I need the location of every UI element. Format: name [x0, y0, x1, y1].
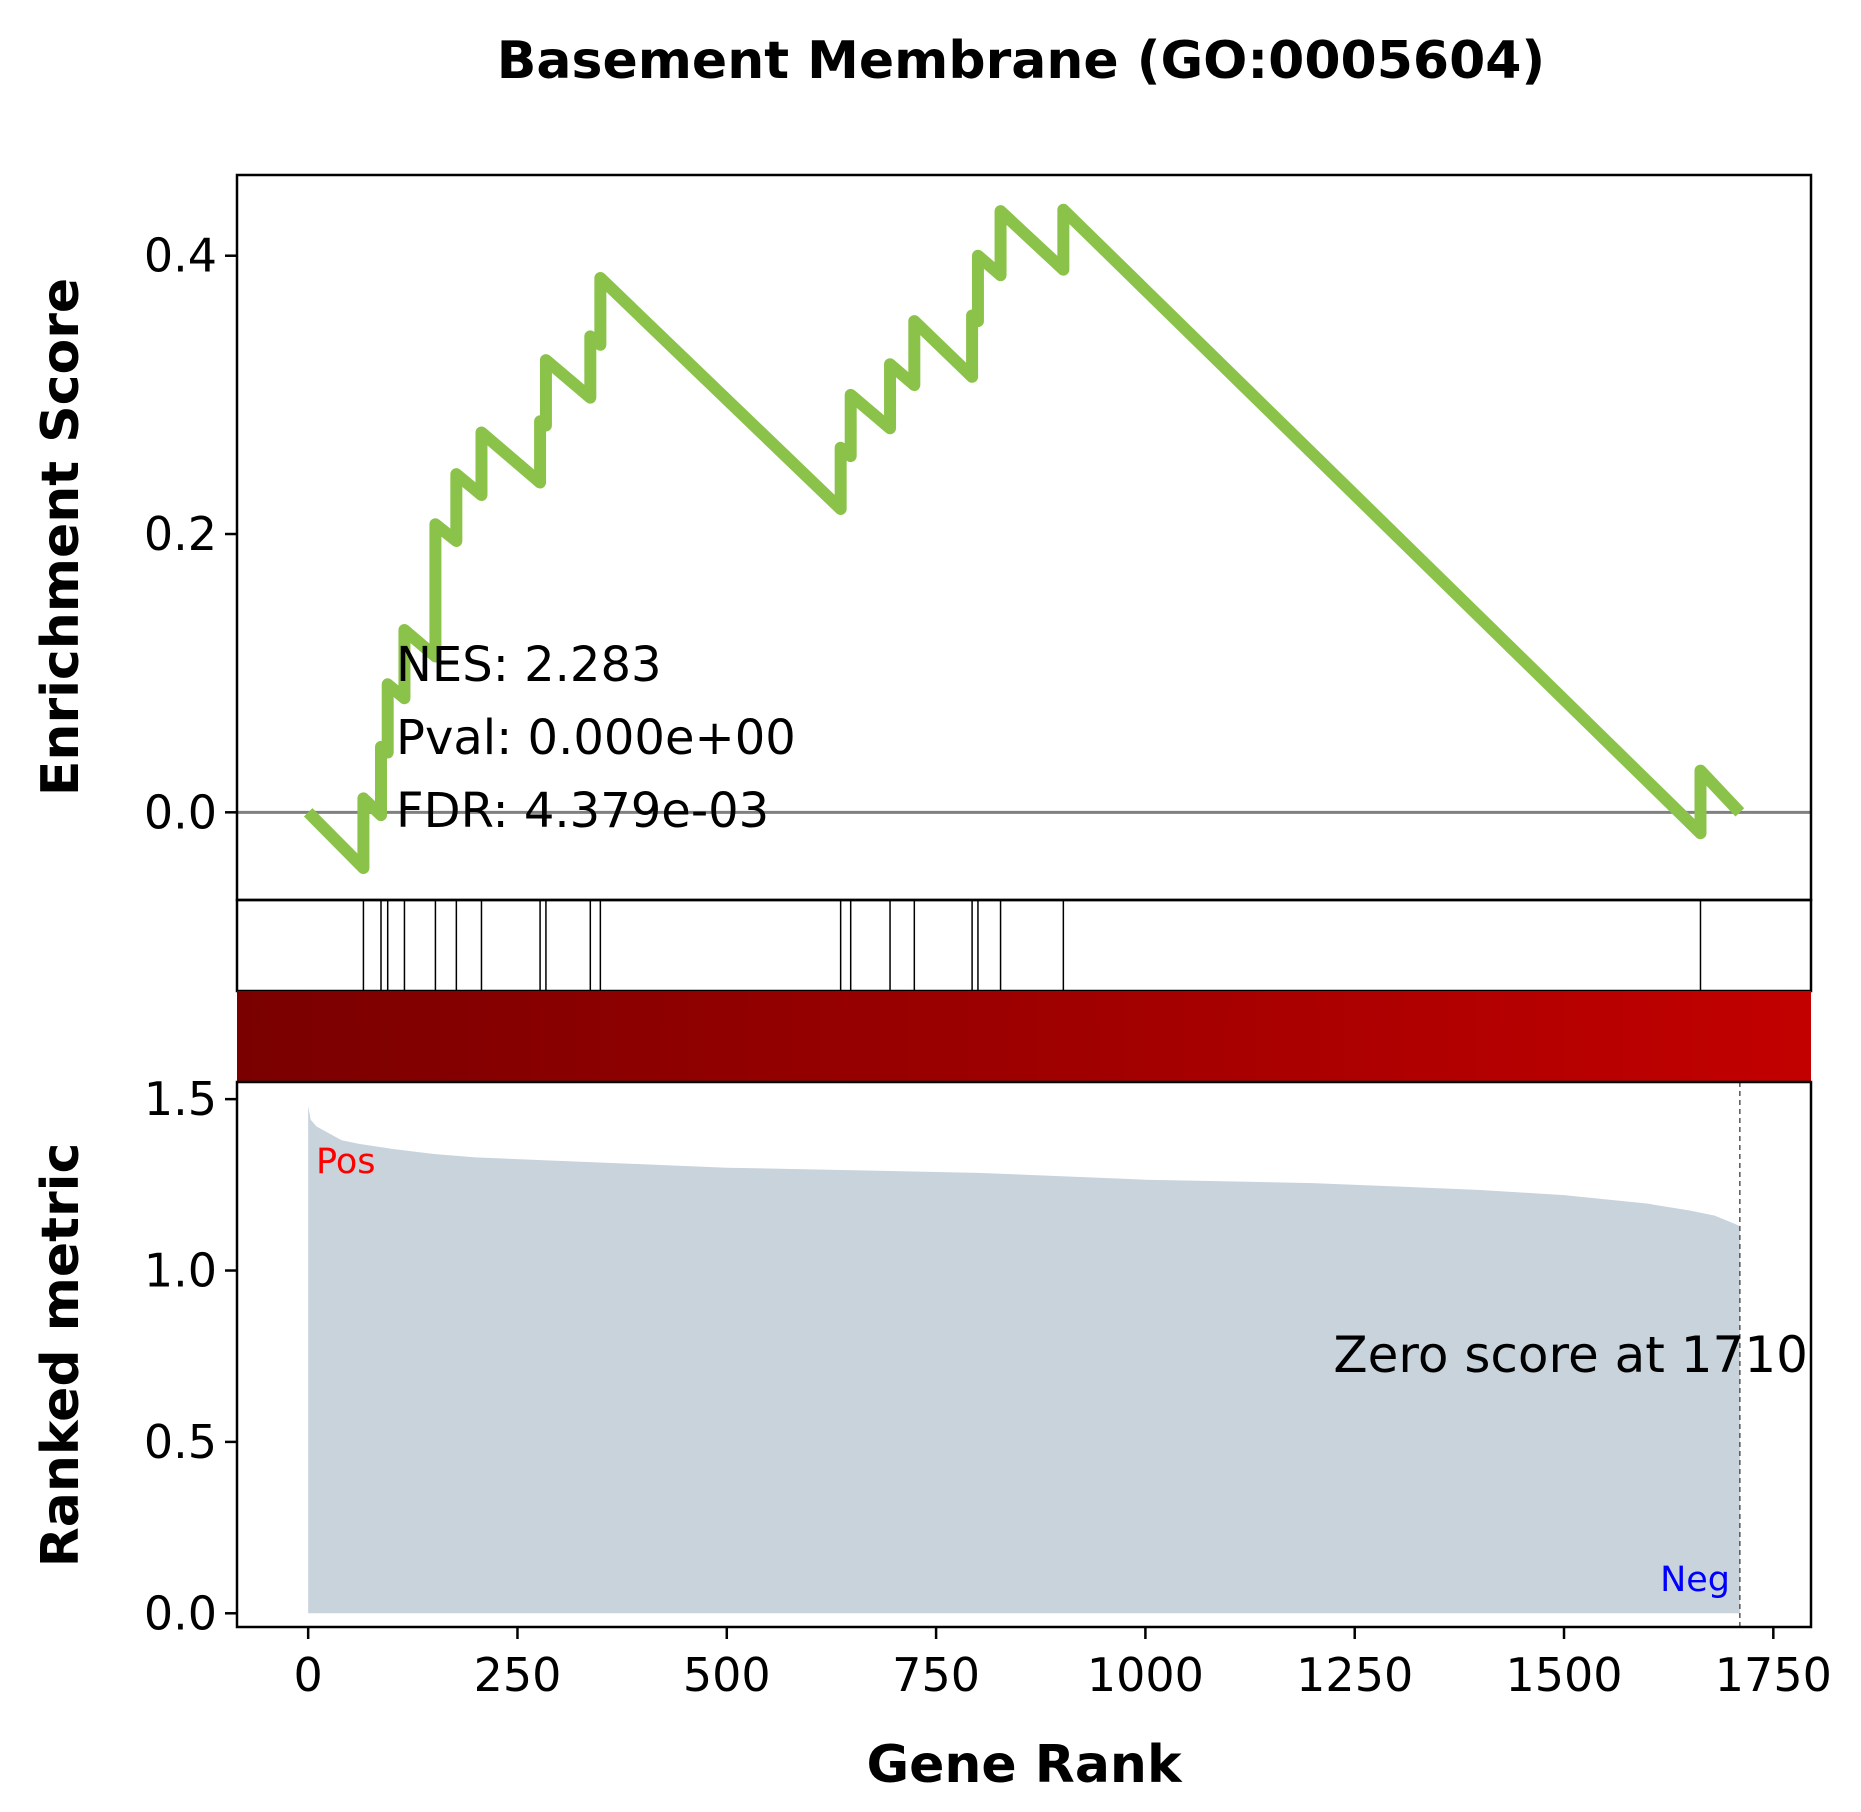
- es-y-ticks: 0.0 0.2 0.4: [144, 229, 237, 839]
- nes-text: NES: 2.283: [396, 637, 662, 693]
- chart-title: Basement Membrane (GO:0005604): [497, 31, 1545, 91]
- es-y-axis-label: Enrichment Score: [31, 278, 91, 796]
- hit-axes-frame: [235, 898, 1813, 993]
- ranked-heatmap-bar: [237, 991, 1811, 1082]
- hit-panel: [235, 898, 1813, 993]
- x-axis-label: Gene Rank: [866, 1735, 1182, 1795]
- ranked-metric-area: [308, 1105, 1740, 1614]
- rank-axes-frame: [235, 1080, 1813, 1629]
- x-tick-label: 250: [474, 1648, 562, 1702]
- rank-y-tick-label: 1.5: [144, 1072, 217, 1126]
- x-tick-label: 0: [294, 1648, 323, 1702]
- pos-label: Pos: [316, 1142, 376, 1182]
- rank-panel: Zero score at 1710 Pos Neg 0.00.51.01.5 …: [144, 991, 1832, 1702]
- x-tick-label: 1250: [1296, 1648, 1413, 1702]
- rank-y-axis-label: Ranked metric: [31, 1143, 91, 1568]
- es-y-tick-label: 0.4: [144, 229, 217, 283]
- es-y-tick-label: 0.0: [144, 785, 217, 839]
- x-tick-label: 1500: [1505, 1648, 1622, 1702]
- es-y-tick-label: 0.2: [144, 507, 217, 561]
- rank-y-tick-label: 0.5: [144, 1415, 217, 1469]
- rank-y-ticks: 0.0 0.5 1.0 1.5: [144, 1072, 237, 1640]
- neg-label: Neg: [1660, 1560, 1730, 1600]
- x-tick-label: 750: [892, 1648, 980, 1702]
- x-tick-label: 500: [683, 1648, 771, 1702]
- rank-y-tick-label: 0.0: [144, 1586, 217, 1640]
- es-running-curve: [303, 203, 1745, 874]
- fdr-text: FDR: 4.379e-03: [396, 783, 769, 839]
- rank-y-tick-label: 1.0: [144, 1244, 217, 1298]
- es-panel: 0.0 0.2 0.4 NES: 2.283 Pval: 0.000e+00 FDR…: [144, 173, 1813, 902]
- zero-score-label: Zero score at 1710: [1333, 1326, 1808, 1384]
- pval-text: Pval: 0.000e+00: [396, 710, 796, 766]
- x-axis-ticks: 0 250 500 750 1000 1250 1500 1750: [294, 1627, 1832, 1702]
- gene-hit-lines: [362, 900, 1702, 991]
- x-tick-label: 1000: [1087, 1648, 1204, 1702]
- x-tick-label: 1750: [1715, 1648, 1832, 1702]
